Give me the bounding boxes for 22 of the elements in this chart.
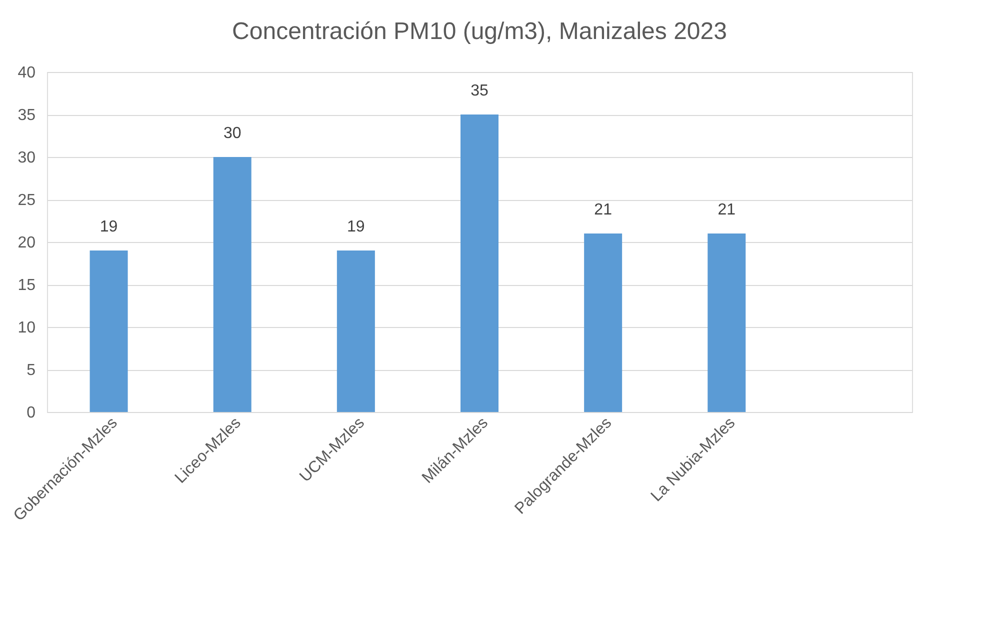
data-label: 19 — [100, 218, 118, 236]
data-label: 30 — [223, 125, 242, 142]
data-label: 19 — [347, 218, 365, 236]
bar — [584, 234, 622, 412]
y-tick-label: 0 — [26, 404, 36, 422]
y-tick-label: 5 — [26, 362, 36, 379]
y-tick-label: 20 — [18, 234, 36, 252]
bar — [708, 234, 746, 412]
data-label: 21 — [594, 202, 612, 218]
bar — [336, 250, 375, 412]
y-tick-label: 30 — [18, 150, 36, 166]
y-tick-label: 40 — [18, 64, 36, 82]
y-tick-label: 35 — [18, 107, 36, 124]
y-tick-label: 25 — [18, 192, 36, 209]
bar — [213, 157, 252, 412]
data-label: 35 — [470, 82, 488, 100]
y-tick-label: 15 — [18, 277, 36, 294]
chart-title: Concentración PM10 (ug/m3), Manizales 2023 — [232, 18, 727, 45]
bar — [90, 250, 128, 412]
bar — [460, 114, 498, 412]
data-label: 21 — [718, 202, 736, 218]
y-tick-label: 10 — [18, 320, 36, 336]
